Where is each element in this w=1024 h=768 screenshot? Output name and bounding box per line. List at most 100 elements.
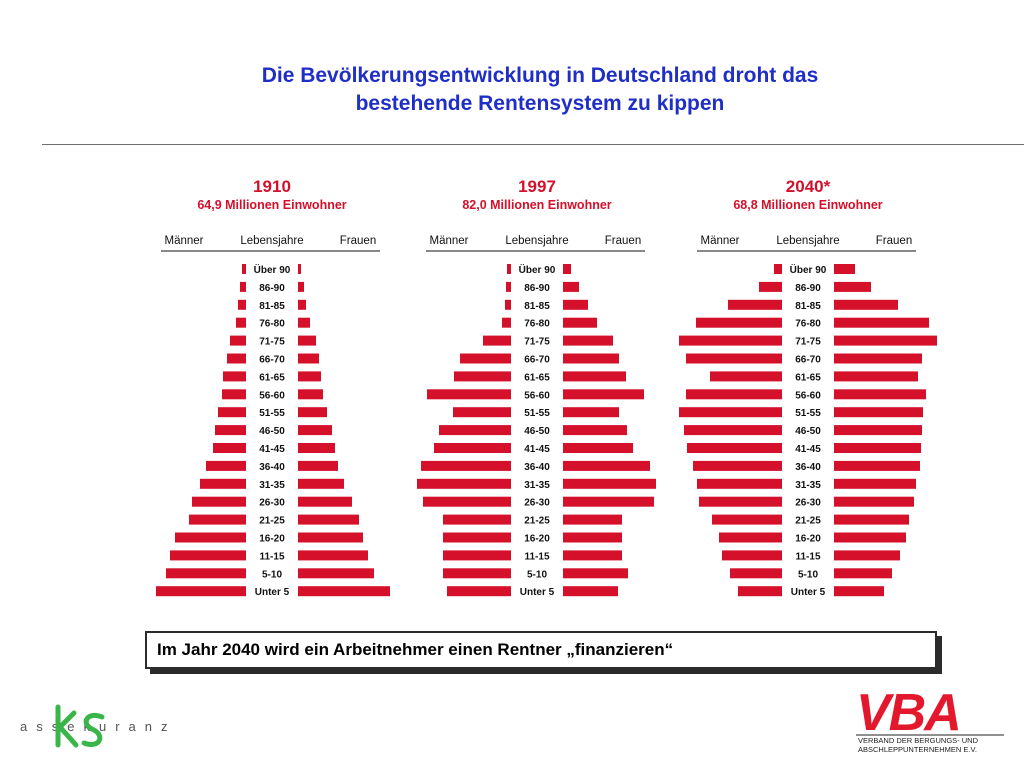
age-label: 31-35 <box>795 480 821 491</box>
bar-men <box>213 443 246 453</box>
population-pyramids-chart: 1910 64,9 Millionen Einwohner Männer Lebens… <box>156 177 937 598</box>
bar-men <box>460 353 511 364</box>
bar-women <box>834 443 921 453</box>
column-label-men: Männer <box>165 235 204 247</box>
bar-men <box>427 389 511 400</box>
bar-women <box>834 353 922 364</box>
column-label-age: Lebensjahre <box>505 235 568 247</box>
age-label: Über 90 <box>519 263 556 276</box>
callout-box: Im Jahr 2040 wird ein Arbeitnehmer einen… <box>145 631 942 674</box>
age-label: 36-40 <box>259 462 285 473</box>
age-label: 51-55 <box>524 408 550 419</box>
bar-men <box>240 281 246 292</box>
bar-men <box>417 478 511 489</box>
age-label: 5-10 <box>798 569 818 580</box>
bar-women <box>834 514 909 525</box>
bar-women <box>563 281 579 292</box>
bar-women <box>298 425 332 436</box>
bar-men <box>447 586 511 597</box>
bar-men <box>423 496 511 507</box>
age-label: 16-20 <box>259 534 285 545</box>
bar-women <box>563 335 613 346</box>
age-label: 11-15 <box>524 551 549 562</box>
age-label: 76-80 <box>524 319 550 330</box>
age-label: 46-50 <box>524 426 550 437</box>
bar-women <box>834 335 937 346</box>
title-line-1: Die Bevölkerungsentwicklung in Deutschla… <box>261 64 819 87</box>
age-label: 71-75 <box>524 337 550 348</box>
bar-women <box>298 299 306 310</box>
bar-women <box>298 586 390 597</box>
pyramid-year: 2040* <box>786 177 831 196</box>
bar-women <box>834 568 892 579</box>
bar-men <box>738 586 782 597</box>
bar-men <box>242 264 246 274</box>
bar-men <box>686 389 782 400</box>
bar-men <box>679 407 782 418</box>
bar-women <box>834 371 918 382</box>
bar-men <box>238 299 246 310</box>
bar-men <box>697 478 782 489</box>
bar-men <box>696 317 782 328</box>
vba-logo: VBA VERBAND DER BERGUNGS- UND ABSCHLEPPU… <box>856 684 1004 754</box>
age-label: 16-20 <box>524 534 550 545</box>
bar-men <box>507 264 511 274</box>
bar-women <box>834 496 914 507</box>
age-label: Unter 5 <box>520 587 555 598</box>
age-label: 26-30 <box>795 498 821 509</box>
age-label: 21-25 <box>259 516 285 527</box>
column-label-men: Männer <box>430 235 469 247</box>
bar-women <box>298 532 363 543</box>
age-label: 56-60 <box>524 390 550 401</box>
bar-women <box>834 550 900 561</box>
age-label: 81-85 <box>524 301 550 312</box>
bar-women <box>834 460 920 471</box>
bar-men <box>483 335 511 346</box>
bar-women <box>563 586 618 597</box>
bar-men <box>175 532 246 543</box>
logo-k-mark <box>55 704 79 748</box>
bar-men <box>236 317 246 328</box>
bar-men <box>166 568 246 579</box>
bar-women <box>298 353 319 364</box>
age-label: 71-75 <box>259 337 285 348</box>
bar-men <box>230 335 246 346</box>
bar-women <box>563 550 622 561</box>
age-label: 66-70 <box>795 355 821 366</box>
bar-women <box>834 407 923 418</box>
bar-men <box>192 496 246 507</box>
bar-men <box>443 550 511 561</box>
title-divider <box>42 144 1024 145</box>
bar-men <box>434 443 511 453</box>
age-label: 41-45 <box>259 444 285 455</box>
slide-title: Die Bevölkerungsentwicklung in Deutschla… <box>140 62 940 118</box>
bar-men <box>439 425 511 436</box>
bar-women <box>563 514 622 525</box>
bar-men <box>719 532 782 543</box>
vba-logo-text: VBA <box>856 684 960 742</box>
vba-caption-line-1: VERBAND DER BERGUNGS- UND <box>858 736 979 745</box>
age-label: 26-30 <box>524 498 550 509</box>
bar-women <box>298 496 352 507</box>
age-label: 76-80 <box>259 319 285 330</box>
bar-men <box>222 389 246 400</box>
bar-women <box>834 425 922 436</box>
bar-women <box>563 407 619 418</box>
column-label-women: Frauen <box>340 235 376 247</box>
bar-men <box>454 371 511 382</box>
age-label: Unter 5 <box>791 587 826 598</box>
bar-women <box>298 478 344 489</box>
bar-men <box>443 514 511 525</box>
bar-women <box>563 264 571 274</box>
column-label-women: Frauen <box>605 235 641 247</box>
bar-women <box>298 317 310 328</box>
bar-men <box>728 299 782 310</box>
pyramid-subtitle: 64,9 Millionen Einwohner <box>197 198 346 212</box>
bar-women <box>563 389 644 400</box>
bar-men <box>502 317 511 328</box>
pyramid-subtitle: 68,8 Millionen Einwohner <box>733 198 882 212</box>
age-label: 26-30 <box>259 498 285 509</box>
age-label: 11-15 <box>259 551 284 562</box>
bar-men <box>170 550 246 561</box>
bar-women <box>298 371 321 382</box>
